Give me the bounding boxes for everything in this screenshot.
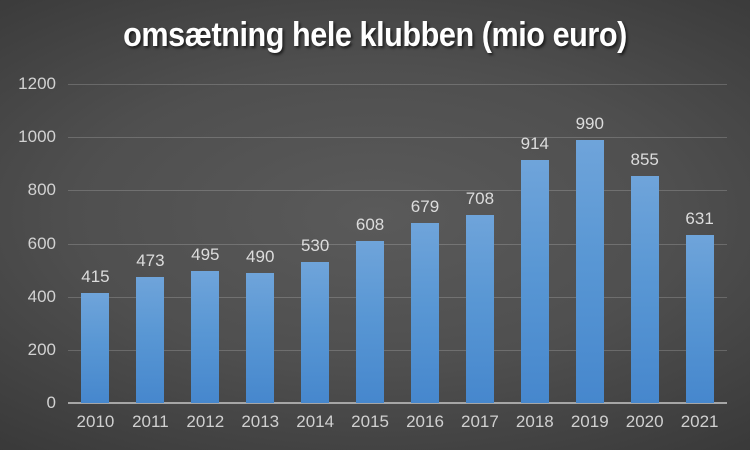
gridline	[68, 137, 727, 139]
bar	[191, 271, 220, 403]
bar-slot: 914	[507, 84, 562, 403]
bar	[246, 272, 275, 403]
x-axis: 2010 2011 2012 2013 2014 2015 2016 2017 2018 2019…	[68, 412, 727, 432]
x-tick-label: 2020	[625, 412, 664, 431]
bar-value-label: 631	[685, 209, 714, 229]
chart-title: omsætning hele klubben (mio euro)	[123, 16, 627, 54]
bar-value-label: 708	[465, 188, 495, 208]
bar-value-label: 490	[246, 246, 275, 266]
x-tick-label: 2021	[680, 412, 719, 431]
bar-slot: 608	[343, 84, 398, 403]
bar-value-label: 530	[300, 236, 330, 256]
gridline	[68, 84, 727, 85]
bar-value-label: 495	[191, 245, 220, 265]
bar	[356, 241, 385, 403]
bar	[410, 222, 439, 403]
bar	[301, 262, 330, 403]
bar-value-label: 679	[410, 196, 440, 216]
x-tick-label: 2011	[132, 412, 169, 431]
bar-value-label: 914	[520, 134, 550, 154]
y-tick-label: 600	[27, 233, 56, 253]
bar-slot: 530	[288, 84, 343, 403]
x-axis-line	[68, 402, 727, 404]
x-tick-label: 2015	[351, 412, 389, 431]
y-tick-label: 1000	[18, 127, 56, 147]
y-tick-label: 200	[27, 339, 56, 359]
bar-value-label: 415	[81, 266, 110, 286]
x-tick-label: 2018	[515, 412, 554, 431]
bar-slot: 495	[178, 84, 233, 403]
gridline	[68, 190, 727, 192]
bar-slot: 855	[617, 84, 672, 403]
bar-slot: 415	[68, 84, 123, 403]
y-tick-label: 800	[27, 180, 56, 200]
bar	[520, 160, 549, 403]
bar-slot: 679	[398, 84, 453, 403]
bar	[136, 277, 165, 403]
y-tick-label: 0	[46, 393, 56, 412]
x-tick-label: 2010	[76, 412, 115, 431]
bar-value-label: 473	[136, 251, 165, 271]
bar-series: 415 473 495 490 530 608 679 708 914 990 855 631	[68, 84, 727, 403]
bar	[685, 235, 714, 403]
gridline	[68, 349, 727, 351]
bar	[465, 214, 494, 403]
gridline	[68, 296, 727, 298]
x-tick-label: 2017	[461, 412, 499, 431]
bar	[575, 139, 604, 403]
bar-slot: 631	[672, 84, 727, 403]
bar-value-label: 855	[630, 149, 659, 169]
x-tick-label: 2014	[296, 412, 335, 431]
y-tick-label: 400	[27, 286, 56, 306]
bar-slot: 490	[233, 84, 288, 403]
plot-area	[68, 84, 727, 404]
bar-slot: 990	[562, 84, 617, 403]
x-tick-label: 2012	[186, 412, 225, 431]
bar	[630, 175, 659, 403]
bar-slot: 473	[123, 84, 178, 403]
x-tick-label: 2019	[570, 412, 609, 431]
bar-slot: 708	[452, 84, 507, 403]
bar	[81, 292, 110, 403]
x-tick-label: 2013	[241, 412, 280, 431]
bar-value-label: 990	[575, 113, 604, 133]
x-tick-label: 2016	[406, 412, 444, 431]
bar-value-label: 608	[355, 215, 385, 235]
gridline	[68, 243, 727, 245]
y-tick-label: 1200	[18, 74, 56, 93]
y-axis: 1200 1000 800 600 400 200 0	[0, 75, 56, 412]
